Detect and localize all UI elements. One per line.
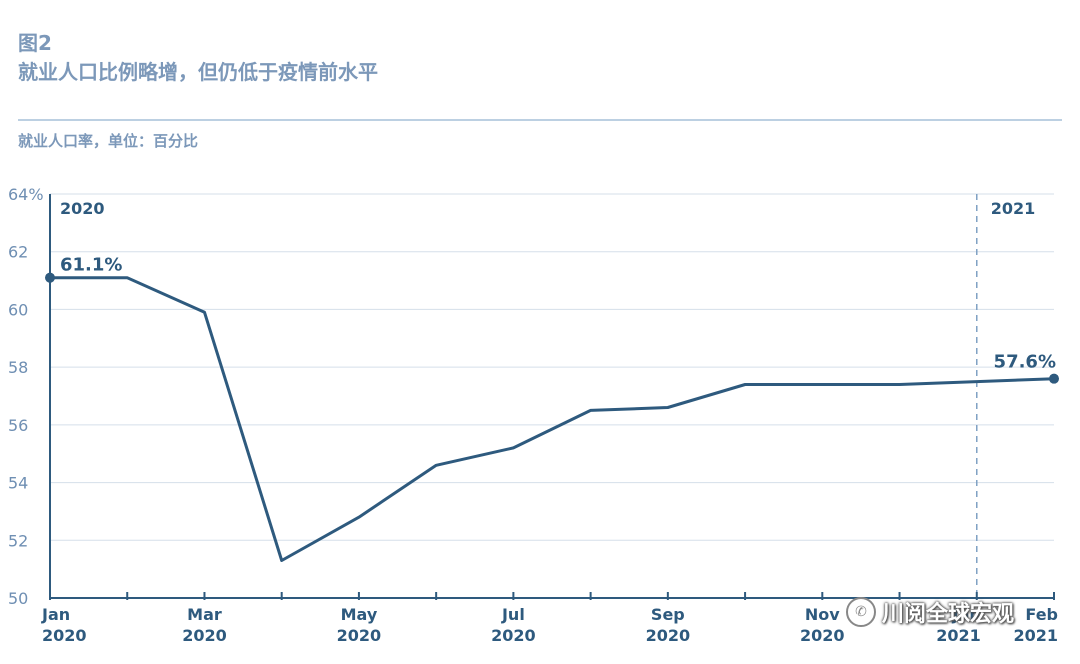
y-tick-label: 54 (8, 474, 28, 493)
y-tick-label: 52 (8, 531, 28, 550)
x-tick-month: Sep (651, 605, 685, 624)
x-tick-month: May (341, 605, 378, 624)
start-point (45, 272, 55, 283)
watermark: ✆ 川阅全球宏观 (846, 596, 1014, 628)
x-tick-month: Jul (501, 605, 525, 624)
y-tick-label: 56 (8, 416, 28, 435)
wechat-icon: ✆ (846, 597, 876, 627)
x-tick-month: Jan (952, 605, 981, 624)
year-label-2021: 2021 (991, 199, 1036, 218)
x-tick-month: Feb (1025, 605, 1058, 624)
x-tick-year: 2020 (182, 626, 227, 645)
x-tick-year: 2021 (1013, 626, 1058, 645)
series-line (50, 276, 1055, 562)
chart-title: 就业人口比例略增，但仍低于疫情前水平 (18, 60, 378, 84)
header-divider (18, 119, 1062, 121)
y-tick-label: 64% (8, 185, 44, 204)
figure-label: 图2 (18, 31, 52, 55)
x-tick-month: Mar (187, 605, 222, 624)
start-value-label: 61.1% (60, 255, 122, 276)
x-tick-year: 2020 (42, 626, 87, 645)
end-point (1049, 373, 1059, 384)
x-tick-year: 2021 (936, 626, 981, 645)
x-tick-year: 2020 (646, 626, 691, 645)
y-tick-label: 62 (8, 243, 28, 262)
chart-subtitle: 就业人口率，单位：百分比 (18, 132, 199, 150)
y-tick-label: 58 (8, 358, 28, 377)
end-value-label: 57.6% (994, 352, 1056, 373)
watermark-text: 川阅全球宏观 (882, 602, 1015, 627)
x-tick-year: 2020 (337, 626, 382, 645)
year-label-2020: 2020 (60, 199, 105, 218)
y-tick-label: 50 (8, 589, 28, 608)
x-tick-month: Jan (41, 605, 70, 624)
x-tick-month: Nov (805, 605, 840, 624)
x-tick-year: 2020 (800, 626, 845, 645)
x-tick-year: 2020 (491, 626, 536, 645)
y-tick-label: 60 (8, 300, 28, 319)
